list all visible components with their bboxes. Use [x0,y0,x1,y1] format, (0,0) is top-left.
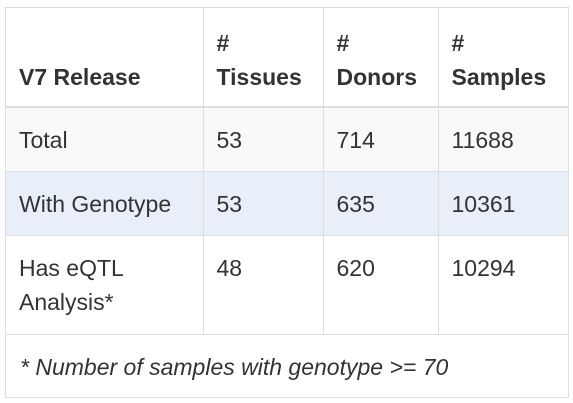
table-row: Has eQTL Analysis* 48 620 10294 [6,234,568,335]
cell-release: With Genotype [6,170,204,236]
cell-release: Total [6,106,204,172]
table-row: With Genotype 53 635 10361 [6,170,568,236]
header-label: # Donors [336,30,418,90]
table-header: V7 Release # Tissues # Donors # Samples [6,8,568,108]
cell-tissues: 48 [202,234,324,335]
header-samples: # Samples [437,8,568,108]
cell-samples: 10361 [437,170,568,236]
header-release: V7 Release [6,8,204,108]
cell-tissues: 53 [202,106,324,172]
header-label: # Tissues [216,30,302,90]
release-summary-table-panel: V7 Release # Tissues # Donors # Samples … [5,7,569,398]
table-header-row: V7 Release # Tissues # Donors # Samples [6,8,568,108]
cell-tissues: 53 [202,170,324,236]
header-tissues: # Tissues [202,8,324,108]
table-footnote: * Number of samples with genotype >= 70 [20,353,449,380]
cell-samples: 11688 [437,106,568,172]
table-row: Total 53 714 11688 [6,106,568,172]
cell-samples: 10294 [437,234,568,335]
release-summary-table: V7 Release # Tissues # Donors # Samples … [6,8,568,335]
header-label: V7 Release [19,64,141,90]
cell-donors: 714 [322,106,439,172]
header-label: # Samples [451,30,547,90]
table-body: Total 53 714 11688 With Genotype 53 635 … [6,106,568,335]
cell-release: Has eQTL Analysis* [6,234,204,335]
cell-donors: 620 [322,234,439,335]
header-donors: # Donors [322,8,439,108]
cell-donors: 635 [322,170,439,236]
